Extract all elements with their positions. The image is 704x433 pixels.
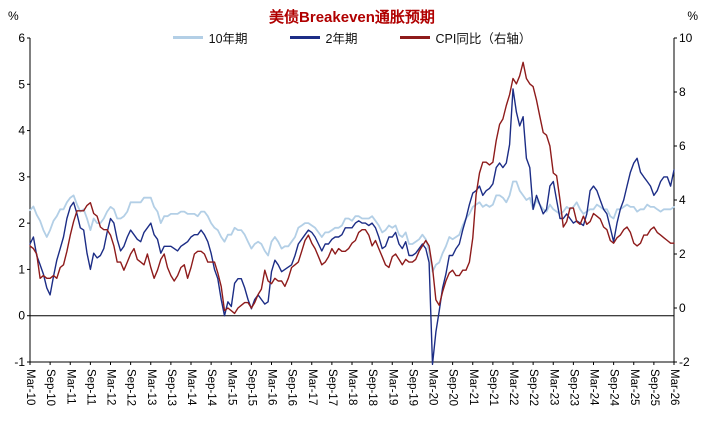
x-axis-tick-label: Mar-19: [386, 369, 398, 405]
x-axis-tick-label: Sep-13: [165, 369, 177, 406]
right-axis-tick-label: 6: [679, 139, 686, 153]
legend-item-10y: 10年期: [172, 28, 248, 47]
x-axis-tick-label: Mar-15: [225, 369, 237, 405]
x-axis-tick-label: Sep-25: [648, 369, 660, 406]
left-axis-tick-label: 6: [18, 31, 25, 45]
chart-title: 美债Breakeven通胀预期: [269, 9, 435, 26]
x-axis-tick-label: Mar-18: [346, 369, 358, 405]
legend-swatch-2y-line: [289, 36, 320, 39]
left-axis-tick-label: 3: [18, 170, 25, 184]
x-axis-tick-label: Sep-14: [205, 369, 217, 407]
x-axis-tick-label: Mar-24: [588, 369, 600, 406]
x-axis-tick-label: Mar-26: [668, 369, 680, 405]
chart-legend: 10年期 2年期 CPI同比（右轴）: [0, 28, 704, 47]
x-axis-tick-label: Sep-16: [286, 369, 298, 406]
right-axis-tick-label: 10: [679, 31, 693, 45]
x-axis-tick-label: Mar-16: [266, 369, 278, 405]
right-axis-tick-label: 2: [679, 247, 686, 261]
series-line-0: [29, 180, 675, 273]
right-axis-tick-label: -2: [679, 355, 690, 369]
legend-item-2y: 2年期: [289, 28, 358, 47]
legend-label-10y: 10年期: [208, 32, 248, 46]
x-axis-tick-label: Mar-21: [467, 369, 479, 405]
series-line-1: [29, 88, 675, 365]
x-axis-tick-label: Mar-25: [628, 369, 640, 405]
x-axis-tick-label: Sep-24: [608, 369, 620, 407]
left-axis-tick-label: 5: [18, 77, 25, 91]
left-axis-tick-label: 0: [18, 309, 25, 323]
left-axis-tick-label: 2: [18, 216, 25, 230]
x-axis-tick-label: Mar-11: [64, 369, 76, 405]
x-axis-tick-label: Sep-15: [245, 369, 257, 406]
x-axis-tick-label: Mar-22: [507, 369, 519, 405]
right-axis-tick-label: 8: [679, 85, 686, 99]
x-axis-tick-label: Sep-18: [366, 369, 378, 406]
legend-item-cpi: CPI同比（右轴）: [399, 28, 532, 47]
x-axis-tick-label: Sep-12: [125, 369, 137, 406]
x-axis-tick-label: Sep-19: [406, 369, 418, 406]
series-line-2: [29, 61, 675, 315]
left-axis-tick-label: -1: [14, 355, 25, 369]
x-axis-tick-label: Sep-21: [487, 369, 499, 406]
x-axis-tick-label: Mar-12: [105, 369, 117, 405]
x-axis-tick-label: Sep-11: [84, 369, 96, 405]
x-axis-tick-label: Sep-23: [567, 369, 579, 406]
legend-swatch-10y-line: [172, 36, 203, 39]
x-axis-tick-label: Sep-22: [527, 369, 539, 406]
x-axis-tick-label: Sep-20: [447, 369, 459, 406]
x-axis-tick-label: Mar-10: [24, 369, 36, 405]
legend-label-cpi: CPI同比（右轴）: [435, 32, 532, 46]
x-axis-tick-label: Sep-10: [44, 369, 56, 406]
x-axis-tick-label: Mar-23: [547, 369, 559, 405]
left-axis-unit-label: %: [8, 9, 19, 23]
left-axis-tick-label: 1: [18, 262, 25, 276]
x-axis-tick-label: Mar-20: [427, 369, 439, 405]
x-axis-tick-label: Sep-17: [326, 369, 338, 406]
legend-label-2y: 2年期: [325, 32, 358, 46]
right-axis-unit-label: %: [687, 9, 698, 23]
x-axis-tick-label: Mar-14: [185, 369, 197, 406]
right-axis-tick-label: 4: [679, 193, 686, 207]
x-axis-tick-label: Mar-17: [306, 369, 318, 405]
left-axis-tick-label: 4: [18, 124, 25, 138]
right-axis-tick-label: 0: [679, 301, 686, 315]
x-axis-tick-label: Mar-13: [145, 369, 157, 405]
legend-swatch-cpi-line: [399, 36, 430, 39]
